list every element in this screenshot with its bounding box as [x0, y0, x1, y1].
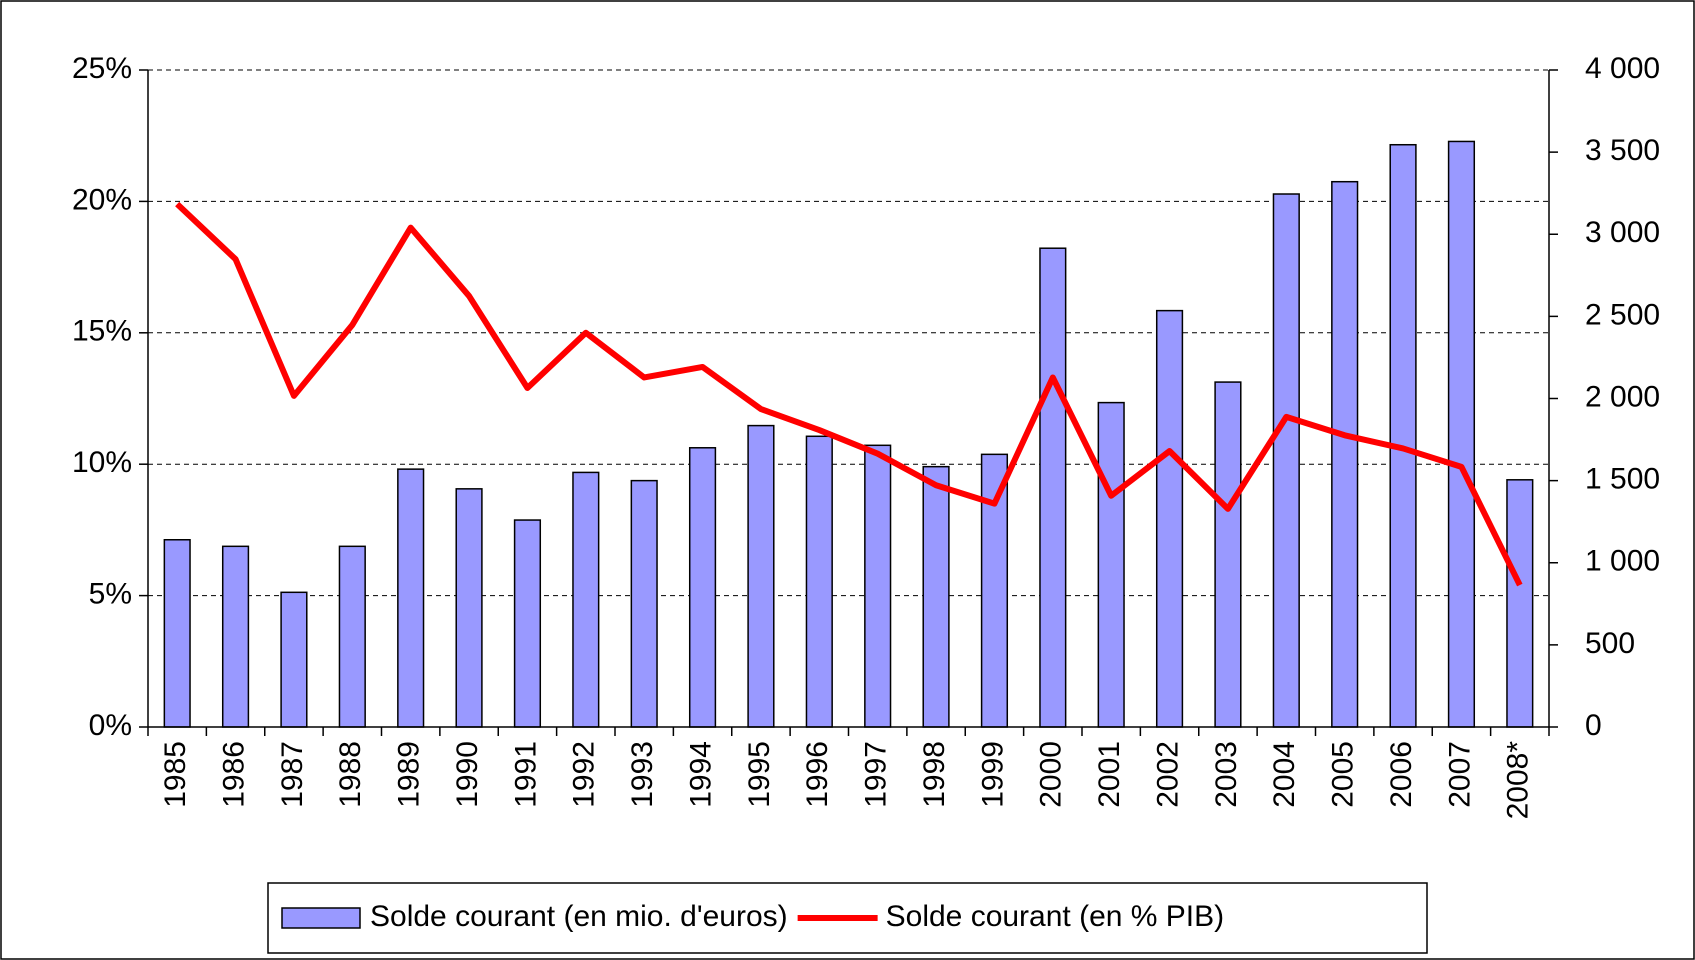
bar	[805, 435, 833, 728]
x-tick-label: 2003	[1210, 741, 1243, 808]
y-tick-label: 20%	[72, 183, 132, 216]
bar	[1272, 193, 1300, 728]
x-tick-label: 2007	[1443, 741, 1476, 808]
y-tick-label: 10%	[72, 446, 132, 479]
y2-tick-label: 1 500	[1585, 463, 1660, 496]
bar	[280, 591, 308, 728]
y2-tick-label: 1 000	[1585, 545, 1660, 578]
x-tick-label: 2004	[1268, 741, 1301, 808]
bar	[630, 479, 658, 728]
bar	[1097, 401, 1125, 728]
bar	[338, 545, 366, 728]
x-tick-label: 1998	[918, 741, 951, 808]
x-tick-label: 2002	[1151, 741, 1184, 808]
legend-swatch	[281, 907, 361, 929]
bar	[1214, 381, 1242, 728]
bar	[221, 545, 250, 728]
y-tick-label: 0%	[89, 709, 132, 742]
bar	[572, 471, 600, 728]
bar	[688, 447, 717, 728]
y-tick-label: 15%	[72, 315, 132, 348]
y2-tick-label: 2 500	[1585, 298, 1660, 331]
y2-tick-label: 4 000	[1585, 52, 1660, 85]
bar	[1155, 309, 1184, 728]
bar	[513, 519, 542, 728]
x-tick-label: 1989	[393, 741, 426, 808]
x-tick-label: 1996	[801, 741, 834, 808]
bar	[1389, 143, 1417, 728]
y2-tick-label: 2 000	[1585, 380, 1660, 413]
x-tick-label: 2008*	[1502, 741, 1535, 820]
x-tick-label: 2001	[1093, 741, 1126, 808]
bar	[980, 453, 1009, 728]
x-tick-label: 1986	[217, 741, 250, 808]
x-tick-label: 1995	[743, 741, 776, 808]
x-tick-label: 1999	[976, 741, 1009, 808]
bar	[1506, 479, 1534, 728]
bar	[163, 539, 191, 728]
x-tick-label: 1994	[684, 741, 717, 808]
legend-label: Solde courant (en mio. d'euros)	[370, 900, 788, 933]
bar	[747, 424, 775, 728]
x-tick-label: 1992	[568, 741, 601, 808]
x-tick-label: 2000	[1035, 741, 1068, 808]
x-tick-label: 1993	[626, 741, 659, 808]
x-tick-label: 2005	[1327, 741, 1360, 808]
x-tick-label: 1990	[451, 741, 484, 808]
bar	[864, 444, 892, 728]
y-tick-label: 25%	[72, 52, 132, 85]
x-tick-label: 1988	[334, 741, 367, 808]
line	[175, 201, 1523, 587]
y2-tick-label: 500	[1585, 627, 1635, 660]
bar	[1039, 247, 1067, 728]
bar	[455, 488, 483, 728]
legend-label: Solde courant (en % PIB)	[886, 900, 1225, 933]
y2-tick-label: 3 000	[1585, 216, 1660, 249]
x-tick-label: 1987	[276, 741, 309, 808]
bar	[1447, 140, 1476, 728]
x-tick-label: 2006	[1385, 741, 1418, 808]
x-tick-label: 1985	[159, 741, 192, 808]
bar	[1331, 180, 1359, 728]
x-tick-label: 1997	[860, 741, 893, 808]
bar	[397, 468, 425, 728]
bar	[922, 465, 950, 728]
y-tick-label: 5%	[89, 578, 132, 611]
y2-tick-label: 3 500	[1585, 134, 1660, 167]
x-tick-label: 1991	[509, 741, 542, 808]
y2-tick-label: 0	[1585, 709, 1602, 742]
